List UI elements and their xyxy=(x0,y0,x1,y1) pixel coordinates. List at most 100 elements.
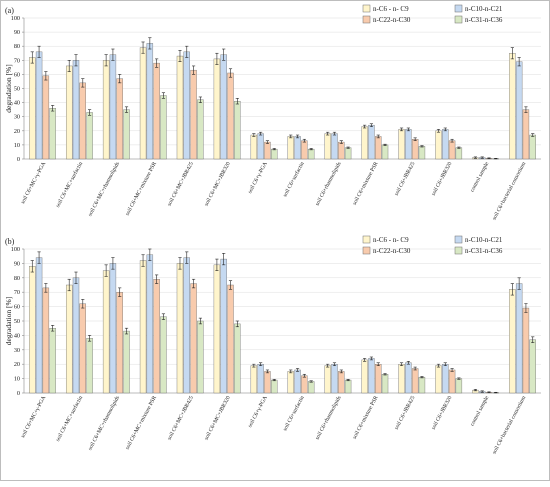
bar xyxy=(183,51,190,160)
x-tick-label: soil C6+MC+surfactin xyxy=(54,394,84,442)
y-axis-label: degradation [%] xyxy=(4,297,13,346)
bar xyxy=(42,287,50,394)
x-tick-label: soil C6+JBR425 xyxy=(394,161,417,197)
x-tick-label: soil C6+surfactin xyxy=(281,160,305,198)
y-tick-label: 0 xyxy=(17,156,20,163)
legend-label: n-C22-n-C30 xyxy=(373,247,411,255)
bar xyxy=(102,270,110,394)
chart-panel-b: 0 10 20 30 40 50 60 70 80 90 100 degradation [%] (b)… xyxy=(4,235,541,455)
bar xyxy=(257,364,264,394)
bar xyxy=(381,144,389,160)
bar xyxy=(116,292,123,394)
bar xyxy=(160,316,167,394)
bar xyxy=(227,284,234,394)
bar xyxy=(324,365,331,394)
bar xyxy=(522,307,530,394)
y-tick-label: 10 xyxy=(14,142,20,149)
bar xyxy=(102,60,110,160)
legend-label: n-C31-n-C36 xyxy=(465,16,503,24)
bar xyxy=(361,359,368,394)
x-tick-label: soil C6+rhamnolipids xyxy=(315,395,343,441)
bar xyxy=(442,364,449,394)
bar xyxy=(271,379,278,394)
y-tick-label: 60 xyxy=(14,304,20,311)
bar xyxy=(331,364,338,394)
y-tick-label: 40 xyxy=(14,332,20,339)
x-tick-label: soil C6+JBR425 xyxy=(394,395,417,431)
bar xyxy=(153,279,160,394)
y-tick-label: 60 xyxy=(14,71,20,78)
bar xyxy=(522,109,530,160)
panel-label: (a) xyxy=(5,6,14,15)
bar xyxy=(29,266,36,394)
y-tick-label: 10 xyxy=(14,376,20,383)
bar xyxy=(116,78,123,160)
x-tick-label: soil C6+JBR320 xyxy=(431,395,454,431)
legend-swatch xyxy=(362,246,371,255)
legend-label: n-C22-n-C30 xyxy=(373,16,411,24)
bar xyxy=(344,379,352,394)
bar xyxy=(250,365,258,394)
bar xyxy=(183,257,190,394)
bar xyxy=(227,72,234,160)
bar xyxy=(139,260,147,394)
bar xyxy=(418,376,426,394)
bar xyxy=(529,134,536,160)
bar xyxy=(435,130,442,160)
legend-swatch xyxy=(454,4,463,13)
legend-swatch xyxy=(454,235,463,244)
bar xyxy=(49,108,56,160)
bar xyxy=(49,328,56,394)
legend-swatch xyxy=(454,246,463,255)
y-tick-label: 90 xyxy=(14,29,20,36)
bar xyxy=(361,126,368,160)
bar xyxy=(197,320,204,394)
bar xyxy=(42,75,50,160)
y-tick-label: 90 xyxy=(14,260,20,267)
bar xyxy=(153,62,160,160)
bar xyxy=(529,339,536,394)
x-tick-label: soil C6+mixture PSR xyxy=(352,161,380,206)
bar xyxy=(331,133,338,160)
x-tick-label: soil C6+MC+JBR320 xyxy=(204,395,232,441)
bar xyxy=(368,124,375,160)
bar xyxy=(398,129,405,160)
bar xyxy=(287,136,294,160)
x-tick-label: soil C6+surfactin xyxy=(281,394,305,432)
bar xyxy=(338,371,345,394)
x-tick-label: soil C6+JBR320 xyxy=(431,161,454,197)
legend: n-C6 - n- C9 n-C10-n-C21 n-C22-n-C30 n-C31-… xyxy=(362,235,503,255)
x-tick-label: soil C6+MC+rhamnolipids xyxy=(87,395,121,451)
bar xyxy=(375,136,382,160)
bar xyxy=(264,371,271,394)
y-tick-label: 50 xyxy=(14,86,20,93)
x-tick-label: soil C6+MC+γ-PGA xyxy=(20,161,47,205)
bar xyxy=(250,134,258,160)
bar xyxy=(301,375,308,394)
bar xyxy=(72,277,80,394)
y-tick-label: 100 xyxy=(11,246,20,253)
bar xyxy=(79,82,86,160)
bar xyxy=(368,358,375,394)
bar xyxy=(435,365,442,394)
bar xyxy=(287,371,294,394)
bar xyxy=(146,254,154,394)
bar xyxy=(344,147,352,160)
x-tick-label: soil C6+MC+JBR425 xyxy=(167,395,195,441)
x-tick-label: soil C6+MC+γ-PGA xyxy=(20,395,47,439)
bar xyxy=(398,364,405,394)
x-tick-label: soil C6+bacterial consortium xyxy=(491,161,527,222)
bar xyxy=(123,330,130,394)
x-tick-label: soil C6+MC+mixture PSR xyxy=(125,395,158,451)
bar xyxy=(220,54,227,160)
y-tick-label: 20 xyxy=(14,128,20,135)
bar xyxy=(139,47,147,160)
bar xyxy=(448,140,456,160)
bar xyxy=(257,133,264,160)
bar xyxy=(338,141,345,160)
bar xyxy=(509,289,516,394)
x-tick-label: soil C6+γ-PGA xyxy=(247,395,269,428)
bar xyxy=(35,257,43,394)
bar xyxy=(123,109,130,160)
